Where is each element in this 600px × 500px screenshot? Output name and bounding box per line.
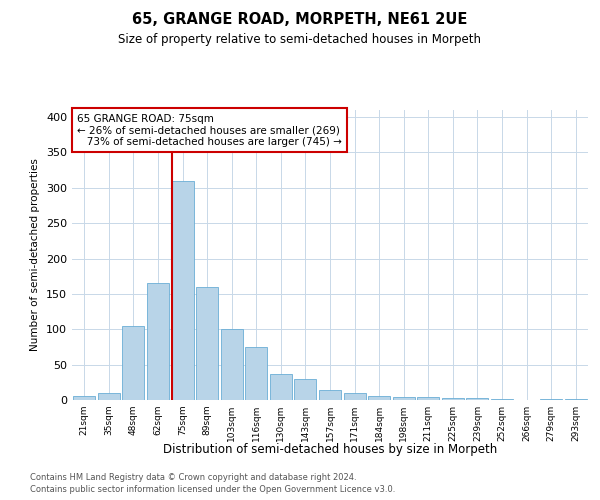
Text: 65, GRANGE ROAD, MORPETH, NE61 2UE: 65, GRANGE ROAD, MORPETH, NE61 2UE bbox=[133, 12, 467, 28]
Bar bbox=[417, 397, 439, 400]
Bar bbox=[98, 393, 120, 400]
Bar bbox=[196, 287, 218, 400]
Bar bbox=[73, 396, 95, 400]
Bar bbox=[319, 390, 341, 400]
Bar bbox=[147, 284, 169, 400]
Text: Distribution of semi-detached houses by size in Morpeth: Distribution of semi-detached houses by … bbox=[163, 442, 497, 456]
Text: 65 GRANGE ROAD: 75sqm
← 26% of semi-detached houses are smaller (269)
   73% of : 65 GRANGE ROAD: 75sqm ← 26% of semi-deta… bbox=[77, 114, 342, 146]
Bar bbox=[172, 180, 194, 400]
Y-axis label: Number of semi-detached properties: Number of semi-detached properties bbox=[31, 158, 40, 352]
Bar bbox=[344, 393, 365, 400]
Text: Contains HM Land Registry data © Crown copyright and database right 2024.: Contains HM Land Registry data © Crown c… bbox=[30, 472, 356, 482]
Bar bbox=[368, 396, 390, 400]
Bar bbox=[270, 374, 292, 400]
Bar bbox=[245, 347, 268, 400]
Text: Contains public sector information licensed under the Open Government Licence v3: Contains public sector information licen… bbox=[30, 485, 395, 494]
Text: Size of property relative to semi-detached houses in Morpeth: Size of property relative to semi-detach… bbox=[119, 32, 482, 46]
Bar bbox=[295, 379, 316, 400]
Bar bbox=[442, 398, 464, 400]
Bar bbox=[392, 397, 415, 400]
Bar bbox=[122, 326, 145, 400]
Bar bbox=[221, 330, 243, 400]
Bar bbox=[540, 398, 562, 400]
Bar bbox=[466, 398, 488, 400]
